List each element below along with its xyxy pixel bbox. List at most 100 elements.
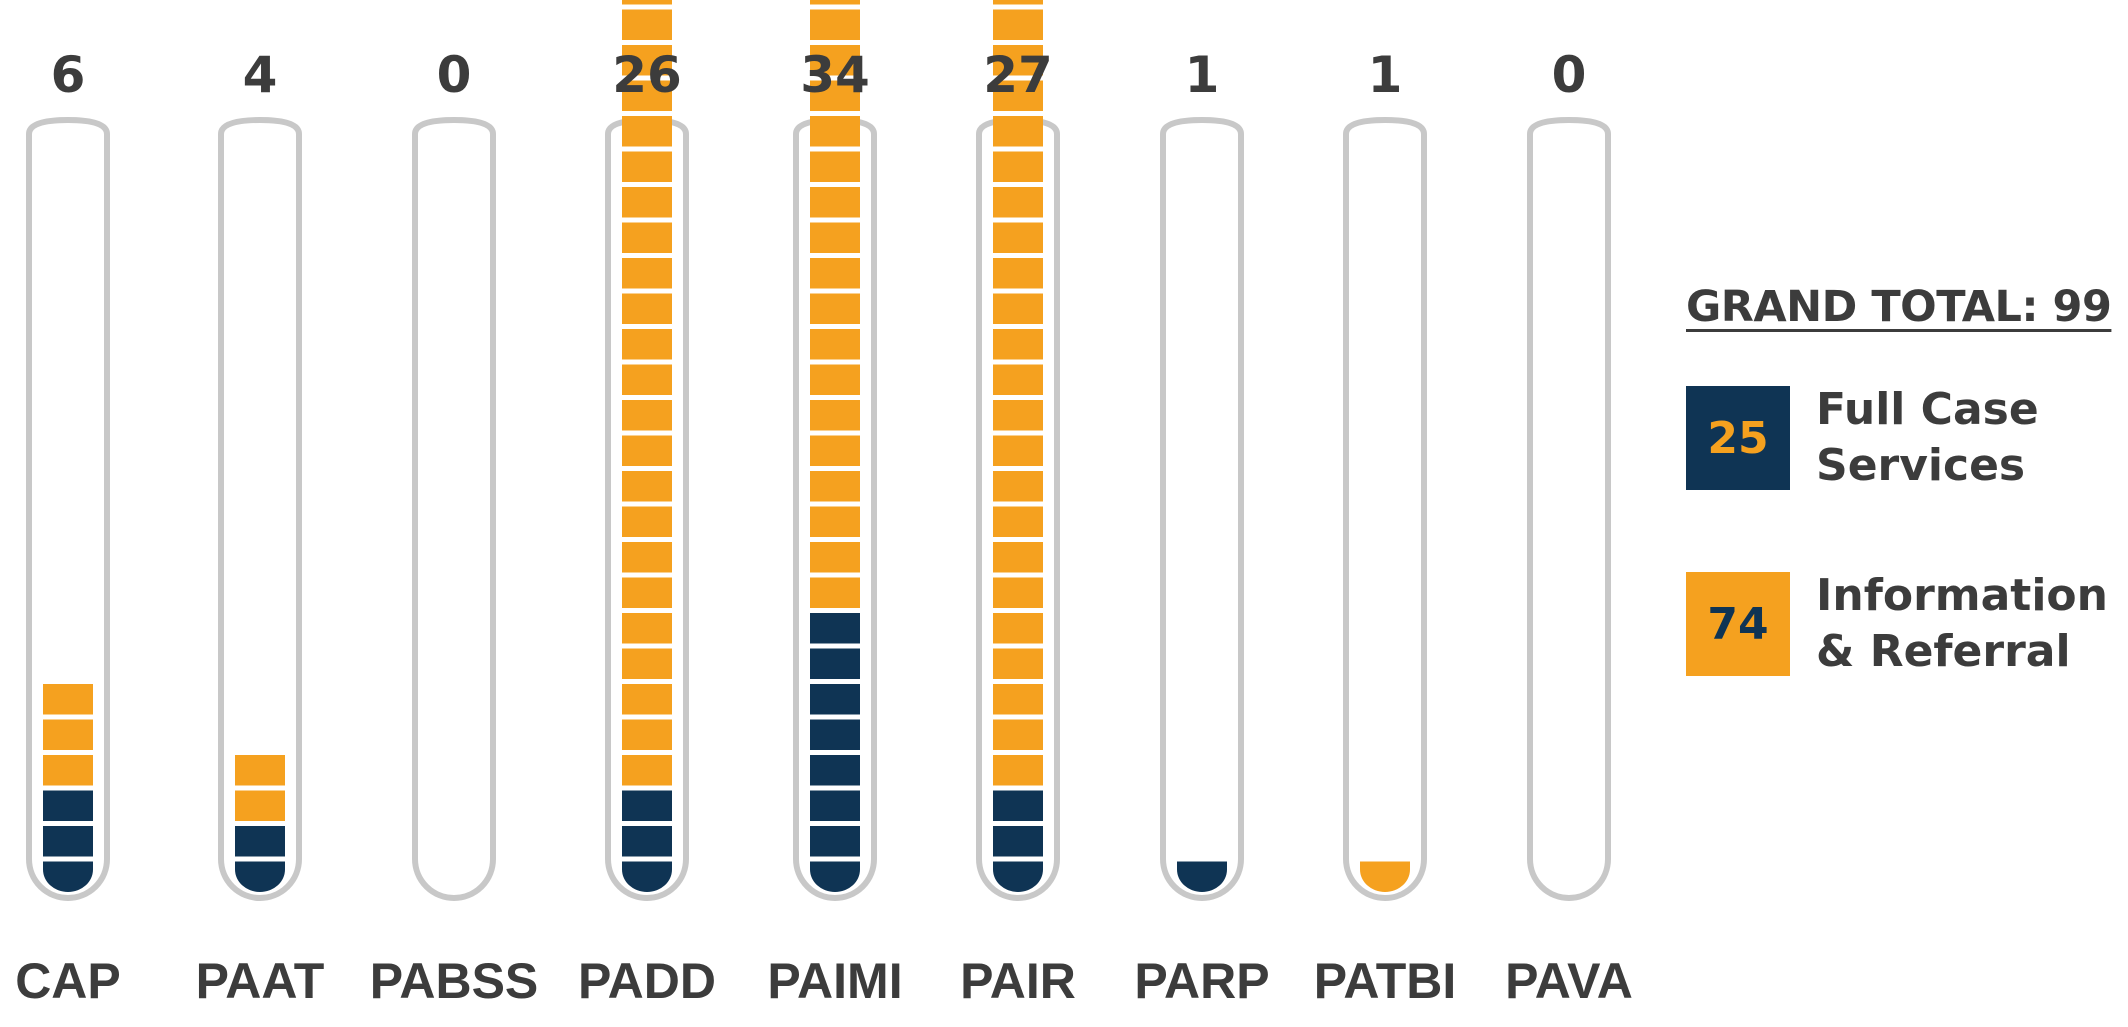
segment-pair-info-referral <box>993 648 1043 679</box>
segment-padd-info-referral <box>622 329 672 360</box>
segment-cap-info-referral <box>43 684 93 715</box>
total-label-paat: 4 <box>243 46 278 104</box>
segment-paimi-info-referral <box>810 187 860 218</box>
segment-pair-info-referral <box>993 364 1043 395</box>
segment-pair-info-referral <box>993 80 1043 111</box>
tube-paat <box>218 116 302 901</box>
category-label-pava: PAVA <box>1505 953 1633 1009</box>
segment-paimi-info-referral <box>810 577 860 608</box>
segment-pair-info-referral <box>993 116 1043 147</box>
segment-padd-info-referral <box>622 364 672 395</box>
segment-pair-info-referral <box>993 45 1043 76</box>
segment-padd-info-referral <box>622 258 672 289</box>
segment-padd-info-referral <box>622 151 672 182</box>
segment-padd-info-referral <box>622 613 672 644</box>
segment-padd-info-referral <box>622 45 672 76</box>
segment-paat-info-referral <box>235 755 285 786</box>
total-label-cap: 6 <box>51 46 86 104</box>
legend-item-info-referral: 74 Information & Referral <box>1686 568 2126 680</box>
total-label-pair: 27 <box>983 46 1053 104</box>
legend-item-full-case: 25 Full Case Services <box>1686 382 2126 494</box>
segment-padd-info-referral <box>622 506 672 537</box>
segment-padd-info-referral <box>622 684 672 715</box>
segment-patbi-info-referral <box>1360 861 1410 892</box>
segment-padd-info-referral <box>622 577 672 608</box>
category-label-paat: PAAT <box>196 953 325 1009</box>
tube-pava <box>1527 116 1611 901</box>
segment-paat-full-case <box>235 861 285 892</box>
segment-pair-info-referral <box>993 222 1043 253</box>
legend-label-full-case: Full Case Services <box>1816 384 2039 491</box>
legend-value-full-case: 25 <box>1707 412 1769 464</box>
segment-paimi-full-case <box>810 755 860 786</box>
segment-pair-info-referral <box>993 293 1043 324</box>
segment-pair-info-referral <box>993 471 1043 502</box>
segment-paimi-info-referral <box>810 9 860 40</box>
segment-paimi-info-referral <box>810 116 860 147</box>
segment-paimi-info-referral <box>810 364 860 395</box>
segment-cap-info-referral <box>43 755 93 786</box>
segment-pair-full-case <box>993 826 1043 857</box>
total-label-parp: 1 <box>1185 46 1220 104</box>
segment-pair-full-case <box>993 790 1043 821</box>
tube-parp <box>1160 116 1244 901</box>
total-label-pava: 0 <box>1552 46 1587 104</box>
segment-cap-full-case <box>43 826 93 857</box>
segment-pair-info-referral <box>993 755 1043 786</box>
legend-value-info-referral: 74 <box>1707 598 1769 650</box>
segment-pair-info-referral <box>993 506 1043 537</box>
category-label-pair: PAIR <box>960 953 1076 1009</box>
legend-label-info-referral: Information & Referral <box>1816 570 2108 677</box>
segment-padd-info-referral <box>622 222 672 253</box>
legend-swatch-info-referral: 74 <box>1686 572 1790 676</box>
total-label-pabss: 0 <box>437 46 472 104</box>
segment-paimi-info-referral <box>810 0 860 5</box>
segment-padd-info-referral <box>622 719 672 750</box>
segment-paimi-info-referral <box>810 80 860 111</box>
segment-pair-info-referral <box>993 684 1043 715</box>
category-label-patbi: PATBI <box>1314 953 1457 1009</box>
segment-paimi-info-referral <box>810 506 860 537</box>
legend: GRAND TOTAL: 99 25 Full Case Services 74… <box>1686 282 2126 680</box>
category-label-paimi: PAIMI <box>767 953 902 1009</box>
segment-pair-info-referral <box>993 400 1043 431</box>
tube-chart: 6 CAP 4 PAAT 0 PABSS 26 PADD 34 PAIMI 27 PAIR 1 PARP 1… <box>15 0 1633 1009</box>
segment-padd-info-referral <box>622 187 672 218</box>
segment-pair-info-referral <box>993 542 1043 573</box>
segment-pair-info-referral <box>993 577 1043 608</box>
segment-paimi-info-referral <box>810 329 860 360</box>
category-label-parp: PARP <box>1134 953 1269 1009</box>
total-label-patbi: 1 <box>1368 46 1403 104</box>
segment-pair-info-referral <box>993 151 1043 182</box>
segment-padd-info-referral <box>622 542 672 573</box>
segment-paimi-full-case <box>810 684 860 715</box>
segment-pair-full-case <box>993 861 1043 892</box>
segment-padd-info-referral <box>622 116 672 147</box>
segment-paimi-full-case <box>810 790 860 821</box>
total-label-padd: 26 <box>612 46 682 104</box>
segment-paimi-info-referral <box>810 542 860 573</box>
segment-padd-info-referral <box>622 471 672 502</box>
segment-paimi-info-referral <box>810 151 860 182</box>
segment-padd-info-referral <box>622 80 672 111</box>
segment-paimi-full-case <box>810 648 860 679</box>
segment-pair-info-referral <box>993 719 1043 750</box>
segment-paimi-info-referral <box>810 471 860 502</box>
segment-padd-info-referral <box>622 0 672 5</box>
grand-total: GRAND TOTAL: 99 <box>1686 282 2112 332</box>
segment-pair-info-referral <box>993 258 1043 289</box>
segment-padd-info-referral <box>622 435 672 466</box>
segment-padd-full-case <box>622 826 672 857</box>
segment-pair-info-referral <box>993 187 1043 218</box>
segment-padd-info-referral <box>622 755 672 786</box>
segment-paimi-info-referral <box>810 222 860 253</box>
segment-pair-info-referral <box>993 613 1043 644</box>
category-label-pabss: PABSS <box>370 953 539 1009</box>
tube-pabss <box>412 116 496 901</box>
segment-paimi-info-referral <box>810 435 860 466</box>
segment-paimi-info-referral <box>810 400 860 431</box>
segment-pair-info-referral <box>993 9 1043 40</box>
segment-padd-info-referral <box>622 648 672 679</box>
segment-cap-info-referral <box>43 719 93 750</box>
segment-paimi-info-referral <box>810 258 860 289</box>
